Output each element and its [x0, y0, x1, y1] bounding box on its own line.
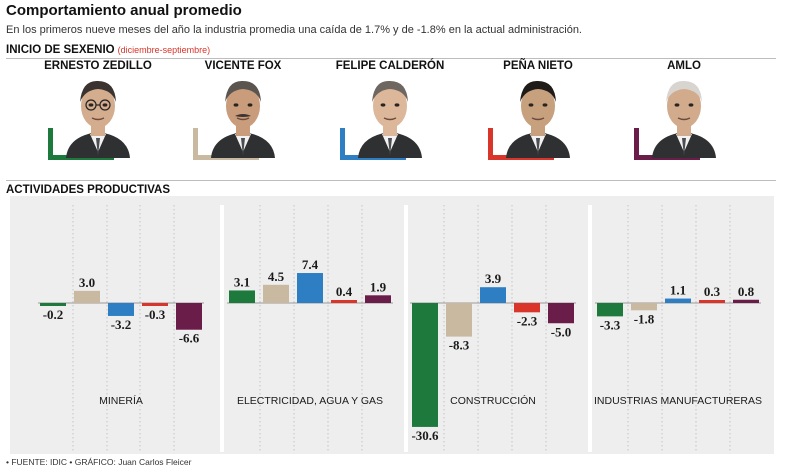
portrait-icon	[211, 80, 275, 158]
bar	[365, 295, 391, 303]
activities-rule	[6, 180, 776, 181]
color-bracket	[340, 128, 401, 155]
president-name: FELIPE CALDERÓN	[335, 60, 445, 72]
color-bracket	[193, 128, 254, 155]
bar	[297, 273, 323, 303]
bar	[548, 303, 574, 324]
data-label: 0.8	[738, 284, 755, 299]
bar	[229, 290, 255, 303]
portrait-icon	[506, 80, 570, 158]
president-card: FELIPE CALDERÓN	[330, 58, 450, 176]
data-label: 3.1	[234, 274, 250, 289]
data-label: 3.9	[485, 271, 502, 286]
data-label: 3.0	[79, 275, 95, 290]
activities-heading: ACTIVIDADES PRODUCTIVAS	[6, 184, 170, 196]
sexenio-rule	[6, 58, 776, 59]
data-label: -8.3	[449, 338, 470, 353]
president-card: PEÑA NIETO	[478, 58, 598, 176]
president-card: ERNESTO ZEDILLO	[38, 58, 158, 176]
data-label: 1.1	[670, 283, 686, 298]
data-label: 0.3	[704, 284, 721, 299]
chart-subtitle: En los primeros nueve meses del año la i…	[6, 24, 582, 36]
category-label: INDUSTRIAS MANUFACTURERAS	[594, 395, 762, 407]
sexenio-heading-note: (diciembre-septiembre)	[117, 45, 211, 55]
bar	[665, 298, 691, 303]
chart-panel	[10, 196, 774, 454]
bar	[74, 290, 100, 303]
president-name: VICENTE FOX	[204, 60, 282, 72]
data-label: -1.8	[634, 311, 655, 326]
bar	[40, 303, 66, 306]
category-label: MINERÍA	[99, 394, 143, 407]
sexenio-heading-label: INICIO DE SEXENIO	[6, 44, 115, 56]
color-bracket	[488, 128, 549, 155]
president-name: ERNESTO ZEDILLO	[44, 60, 152, 72]
data-label: -0.2	[43, 307, 64, 322]
bar	[631, 303, 657, 311]
data-label: -30.6	[411, 428, 439, 443]
source-note: • FUENTE: IDIC • GRÁFICO: Juan Carlos Fl…	[6, 457, 192, 467]
data-label: -3.2	[111, 317, 132, 332]
data-label: 1.9	[370, 279, 387, 294]
data-label: 0.4	[336, 284, 353, 299]
chart-title: Comportamiento anual promedio	[6, 2, 242, 19]
bar	[176, 303, 202, 330]
bar	[263, 284, 289, 303]
color-bracket	[48, 128, 109, 155]
bar	[514, 303, 540, 313]
president-card: AMLO	[624, 58, 744, 176]
data-label: -3.3	[600, 317, 621, 332]
portrait-icon	[652, 80, 716, 158]
bar	[412, 303, 438, 427]
category-label: ELECTRICIDAD, AGUA Y GAS	[237, 395, 383, 407]
bar	[446, 303, 472, 337]
bar	[733, 299, 759, 303]
bar	[597, 303, 623, 317]
bar	[108, 303, 134, 316]
data-label: -0.3	[145, 307, 166, 322]
portrait-icon	[66, 80, 130, 158]
bar	[142, 303, 168, 306]
sexenio-heading: INICIO DE SEXENIO (diciembre-septiembre)	[6, 44, 210, 56]
portrait-icon	[358, 80, 422, 158]
data-label: 4.5	[268, 269, 285, 284]
data-label: -2.3	[517, 313, 538, 328]
president-card: VICENTE FOX	[183, 58, 303, 176]
president-name: PEÑA NIETO	[503, 60, 573, 72]
bar	[331, 300, 357, 303]
president-name: AMLO	[667, 60, 701, 72]
category-label: CONSTRUCCIÓN	[450, 394, 536, 407]
data-label: -5.0	[551, 324, 572, 339]
data-label: -6.6	[179, 331, 200, 346]
color-bracket	[634, 128, 695, 155]
bar	[480, 287, 506, 303]
bar	[699, 300, 725, 303]
data-label: 7.4	[302, 257, 319, 272]
